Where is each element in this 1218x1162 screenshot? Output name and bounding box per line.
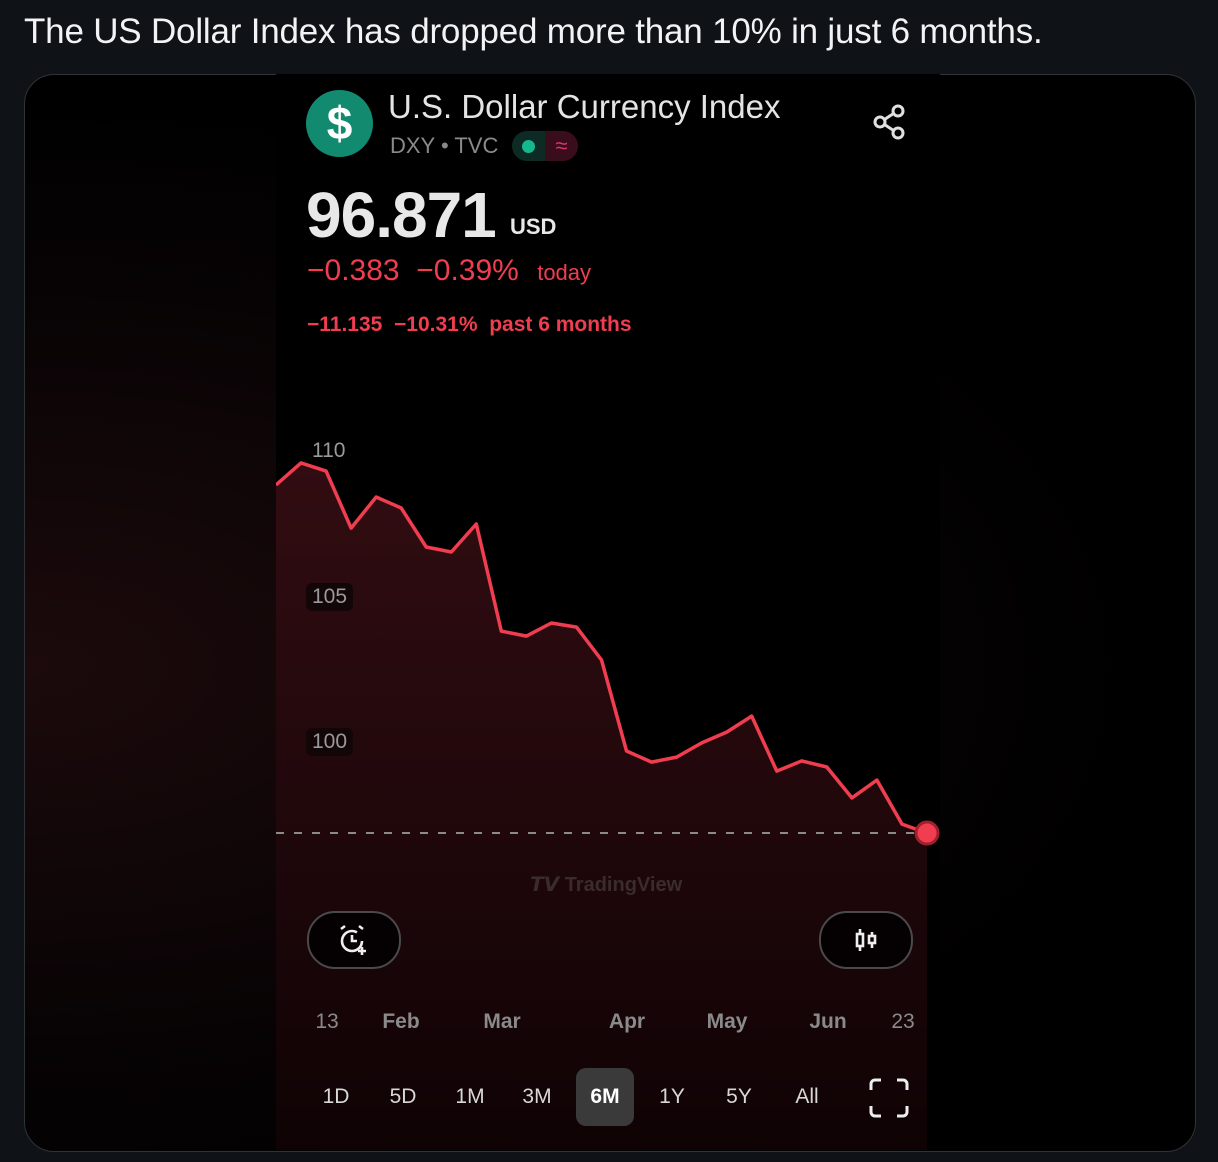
last-price-dot <box>914 820 940 846</box>
add-alert-button[interactable] <box>307 911 401 969</box>
range-6m[interactable]: 6M <box>576 1068 634 1126</box>
range-1y[interactable]: 1Y <box>659 1085 685 1108</box>
change-today-pct: −0.39% <box>416 254 519 287</box>
approx-icon: ≈ <box>545 131 578 161</box>
y-tick-label: 105 <box>306 583 354 611</box>
x-tick-label: Apr <box>608 1010 646 1033</box>
fullscreen-icon[interactable] <box>869 1078 909 1123</box>
price-line <box>276 461 928 835</box>
x-tick-label: May <box>706 1010 748 1033</box>
candlestick-icon <box>855 929 877 951</box>
price-value: 96.871 <box>306 179 497 251</box>
x-tick-label: 23 <box>891 1010 915 1033</box>
price-chart[interactable] <box>276 430 940 1150</box>
dollar-logo-icon: $ <box>306 90 373 157</box>
range-all[interactable]: All <box>795 1085 819 1108</box>
y-tick-label: 110 <box>312 439 346 462</box>
x-tick-label: Mar <box>483 1010 521 1033</box>
change-today: −0.383 −0.39% today <box>307 254 591 288</box>
alarm-plus-icon <box>340 924 366 955</box>
currency-label: USD <box>510 214 557 239</box>
market-open-dot-icon <box>512 131 545 161</box>
share-icon[interactable] <box>870 102 910 147</box>
chart-type-button[interactable] <box>819 911 913 969</box>
range-5d[interactable]: 5D <box>389 1085 417 1108</box>
change-6m-label: past 6 months <box>489 313 632 336</box>
x-tick-label: Jun <box>809 1010 847 1033</box>
x-tick-label: 13 <box>315 1010 339 1033</box>
range-3m[interactable]: 3M <box>522 1085 552 1108</box>
tradingview-watermark: 𝙏𝙑 TradingView <box>530 874 683 896</box>
post-text: The US Dollar Index has dropped more tha… <box>24 12 1043 51</box>
x-tick-label: Feb <box>382 1010 420 1033</box>
price-area <box>276 462 927 1150</box>
range-5y[interactable]: 5Y <box>726 1085 752 1108</box>
range-1d[interactable]: 1D <box>322 1085 350 1108</box>
change-6m-pct: −10.31% <box>394 313 478 336</box>
status-badge[interactable]: ≈ <box>512 131 578 161</box>
y-tick-label: 100 <box>306 728 354 756</box>
tradingview-logo-icon: 𝙏𝙑 <box>530 874 565 896</box>
change-today-label: today <box>537 260 592 285</box>
range-1m[interactable]: 1M <box>455 1085 485 1108</box>
ticker-exchange: DXY • TVC <box>390 133 499 158</box>
instrument-title: U.S. Dollar Currency Index <box>388 88 781 125</box>
change-6m: −11.135 −10.31% past 6 months <box>307 313 632 337</box>
change-today-abs: −0.383 <box>307 254 400 287</box>
change-6m-abs: −11.135 <box>307 313 383 336</box>
